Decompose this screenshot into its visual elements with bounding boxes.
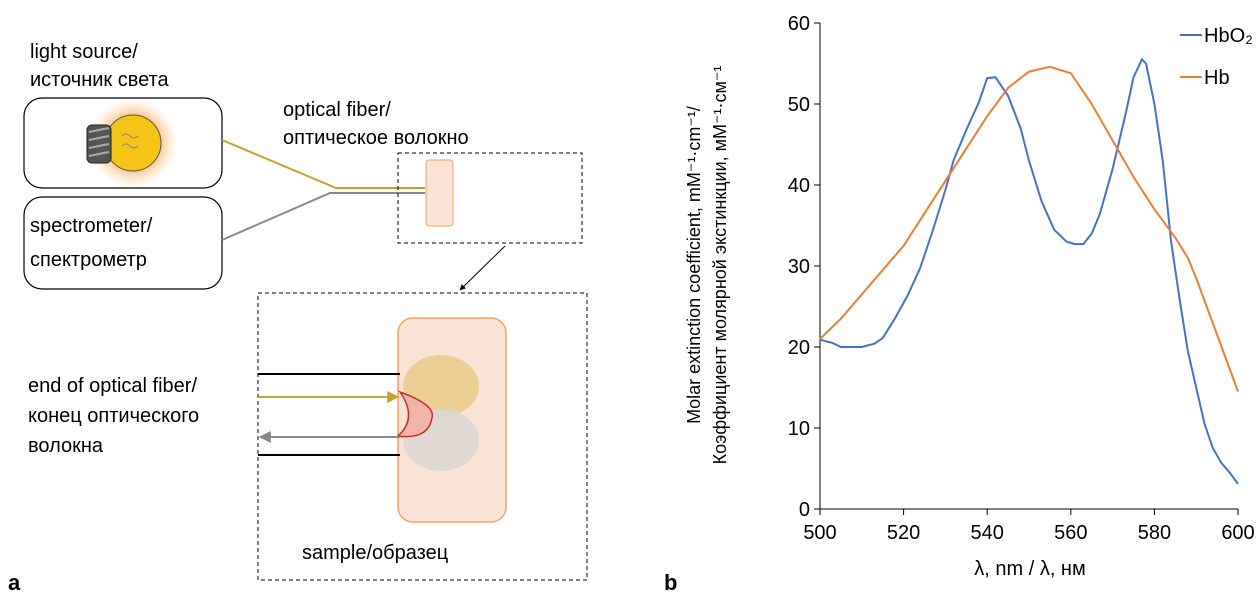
legend-label: HbO₂ xyxy=(1204,25,1253,47)
x-tick-label: 540 xyxy=(971,522,1004,544)
thread xyxy=(88,127,110,157)
label: источник света xyxy=(30,69,170,91)
label: волокна xyxy=(28,435,104,457)
x-tick-label: 520 xyxy=(887,522,920,544)
legend-label: Hb xyxy=(1204,67,1230,89)
banana xyxy=(396,390,434,438)
y-tick-label: 60 xyxy=(788,13,810,35)
label: optical fiber/ xyxy=(283,99,391,121)
x-axis-title: λ, nm / λ, нм xyxy=(974,558,1085,580)
y-tick-label: 0 xyxy=(799,499,810,521)
y-tick-label: 30 xyxy=(788,256,810,278)
fiber-in xyxy=(221,139,425,189)
detail-box xyxy=(257,292,588,581)
filament xyxy=(121,133,139,149)
x-tick-label: 500 xyxy=(803,522,836,544)
panel-label: a xyxy=(8,570,21,595)
zoom-box xyxy=(397,152,583,244)
y-axis-title: Molar extinction coefficient, mM⁻¹·cm⁻¹/ xyxy=(684,106,704,424)
sample-small xyxy=(425,159,454,227)
x-tick-label: 560 xyxy=(1054,522,1087,544)
x-tick-label: 580 xyxy=(1138,522,1171,544)
label: sample/образец xyxy=(302,542,448,564)
y-tick-label: 50 xyxy=(788,94,810,116)
y-tick-label: 10 xyxy=(788,418,810,440)
series-line xyxy=(819,65,1239,392)
x-tick-label: 600 xyxy=(1221,522,1254,544)
label: оптическое волокно xyxy=(283,127,469,149)
fiber-out xyxy=(221,192,425,241)
y-tick-label: 40 xyxy=(788,175,810,197)
spectrometer-box xyxy=(23,196,223,290)
series-line xyxy=(819,57,1239,485)
y-tick-label: 20 xyxy=(788,337,810,359)
label: spectrometer/ xyxy=(30,215,153,237)
label: конец оптического xyxy=(28,405,199,427)
zoom-arrow xyxy=(459,245,506,291)
label: спектрометр xyxy=(30,249,147,271)
y-axis-title: Коэффициент молярной экстинкции, мМ⁻¹·см… xyxy=(710,66,730,465)
label: light source/ xyxy=(30,41,138,63)
panel-label: b xyxy=(664,570,677,595)
label: end of optical fiber/ xyxy=(28,375,197,397)
bulb xyxy=(104,114,162,172)
